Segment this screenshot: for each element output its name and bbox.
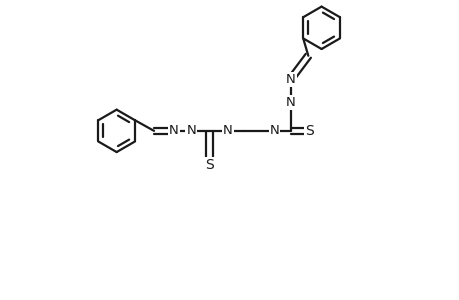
Text: N: N [285, 73, 295, 86]
Text: N: N [285, 96, 295, 110]
Text: N: N [222, 124, 232, 137]
Text: S: S [205, 158, 213, 172]
Text: S: S [305, 124, 313, 138]
Text: N: N [169, 124, 179, 137]
Text: N: N [269, 124, 279, 137]
Text: N: N [186, 124, 196, 137]
